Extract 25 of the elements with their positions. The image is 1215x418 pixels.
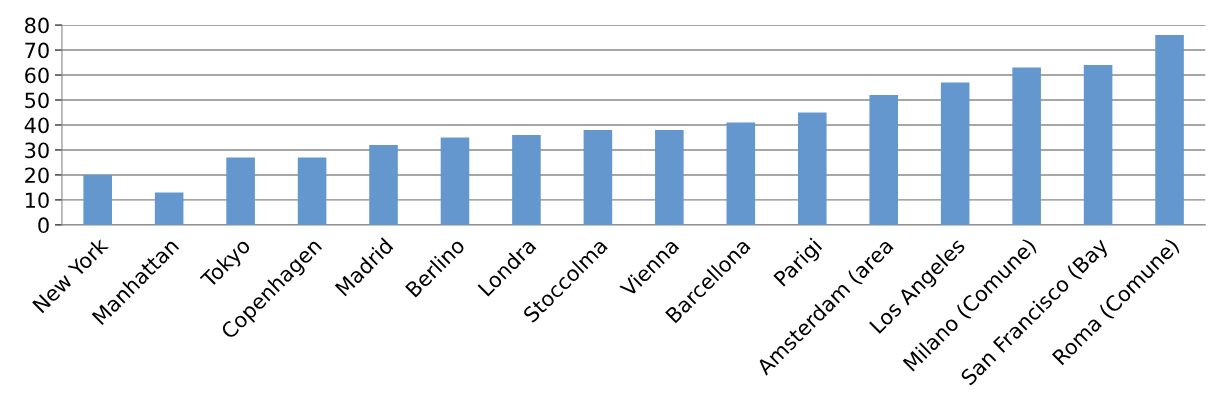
bar <box>726 122 756 225</box>
y-tick-label: 20 <box>25 167 49 184</box>
bar <box>869 95 899 225</box>
y-tick-label: 80 <box>25 17 49 34</box>
bar <box>940 82 970 225</box>
bar <box>83 174 112 225</box>
y-tick-label: 0 <box>38 217 49 234</box>
bar <box>1083 65 1113 225</box>
bar <box>1155 35 1184 225</box>
y-tick-label: 40 <box>24 117 49 134</box>
y-tick-label: 30 <box>25 142 49 159</box>
bar <box>797 112 827 225</box>
bar <box>226 157 255 225</box>
bar <box>369 144 398 225</box>
y-tick-label: 50 <box>25 92 49 109</box>
bar <box>1012 67 1041 225</box>
bar <box>512 134 541 225</box>
bar <box>583 129 613 225</box>
bar <box>440 137 470 225</box>
y-tick-label: 10 <box>25 192 49 209</box>
bar <box>655 129 684 225</box>
y-tick-label: 70 <box>25 42 49 59</box>
y-tick-label: 60 <box>25 67 49 84</box>
bar <box>297 157 327 225</box>
bar <box>154 192 184 225</box>
